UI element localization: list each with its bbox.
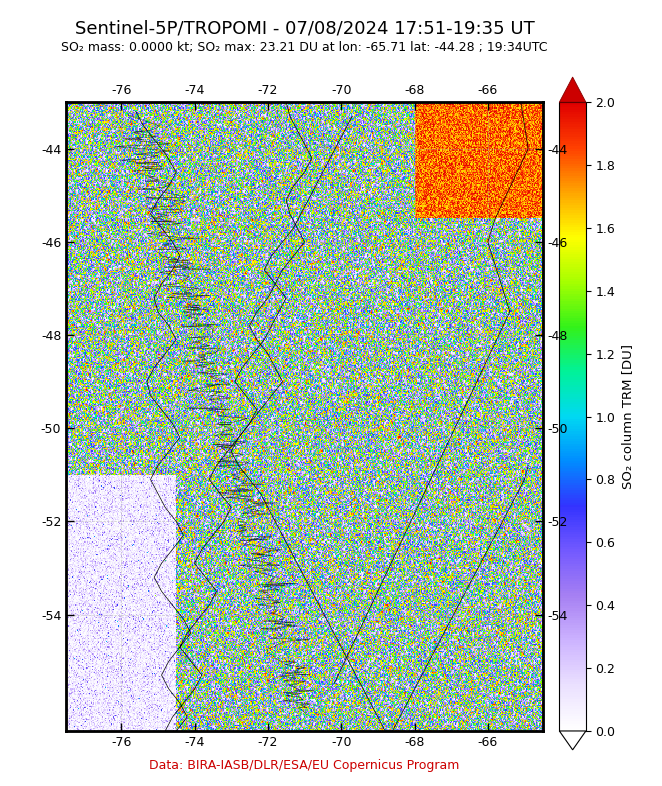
Text: Sentinel-5P/TROPOMI - 07/08/2024 17:51-19:35 UT: Sentinel-5P/TROPOMI - 07/08/2024 17:51-1… xyxy=(75,20,534,38)
Text: Data: BIRA-IASB/DLR/ESA/EU Copernicus Program: Data: BIRA-IASB/DLR/ESA/EU Copernicus Pr… xyxy=(150,758,459,772)
Polygon shape xyxy=(559,77,586,102)
Y-axis label: SO₂ column TRM [DU]: SO₂ column TRM [DU] xyxy=(621,344,634,489)
Text: SO₂ mass: 0.0000 kt; SO₂ max: 23.21 DU at lon: -65.71 lat: -44.28 ; 19:34UTC: SO₂ mass: 0.0000 kt; SO₂ max: 23.21 DU a… xyxy=(62,41,547,54)
Polygon shape xyxy=(559,731,586,750)
